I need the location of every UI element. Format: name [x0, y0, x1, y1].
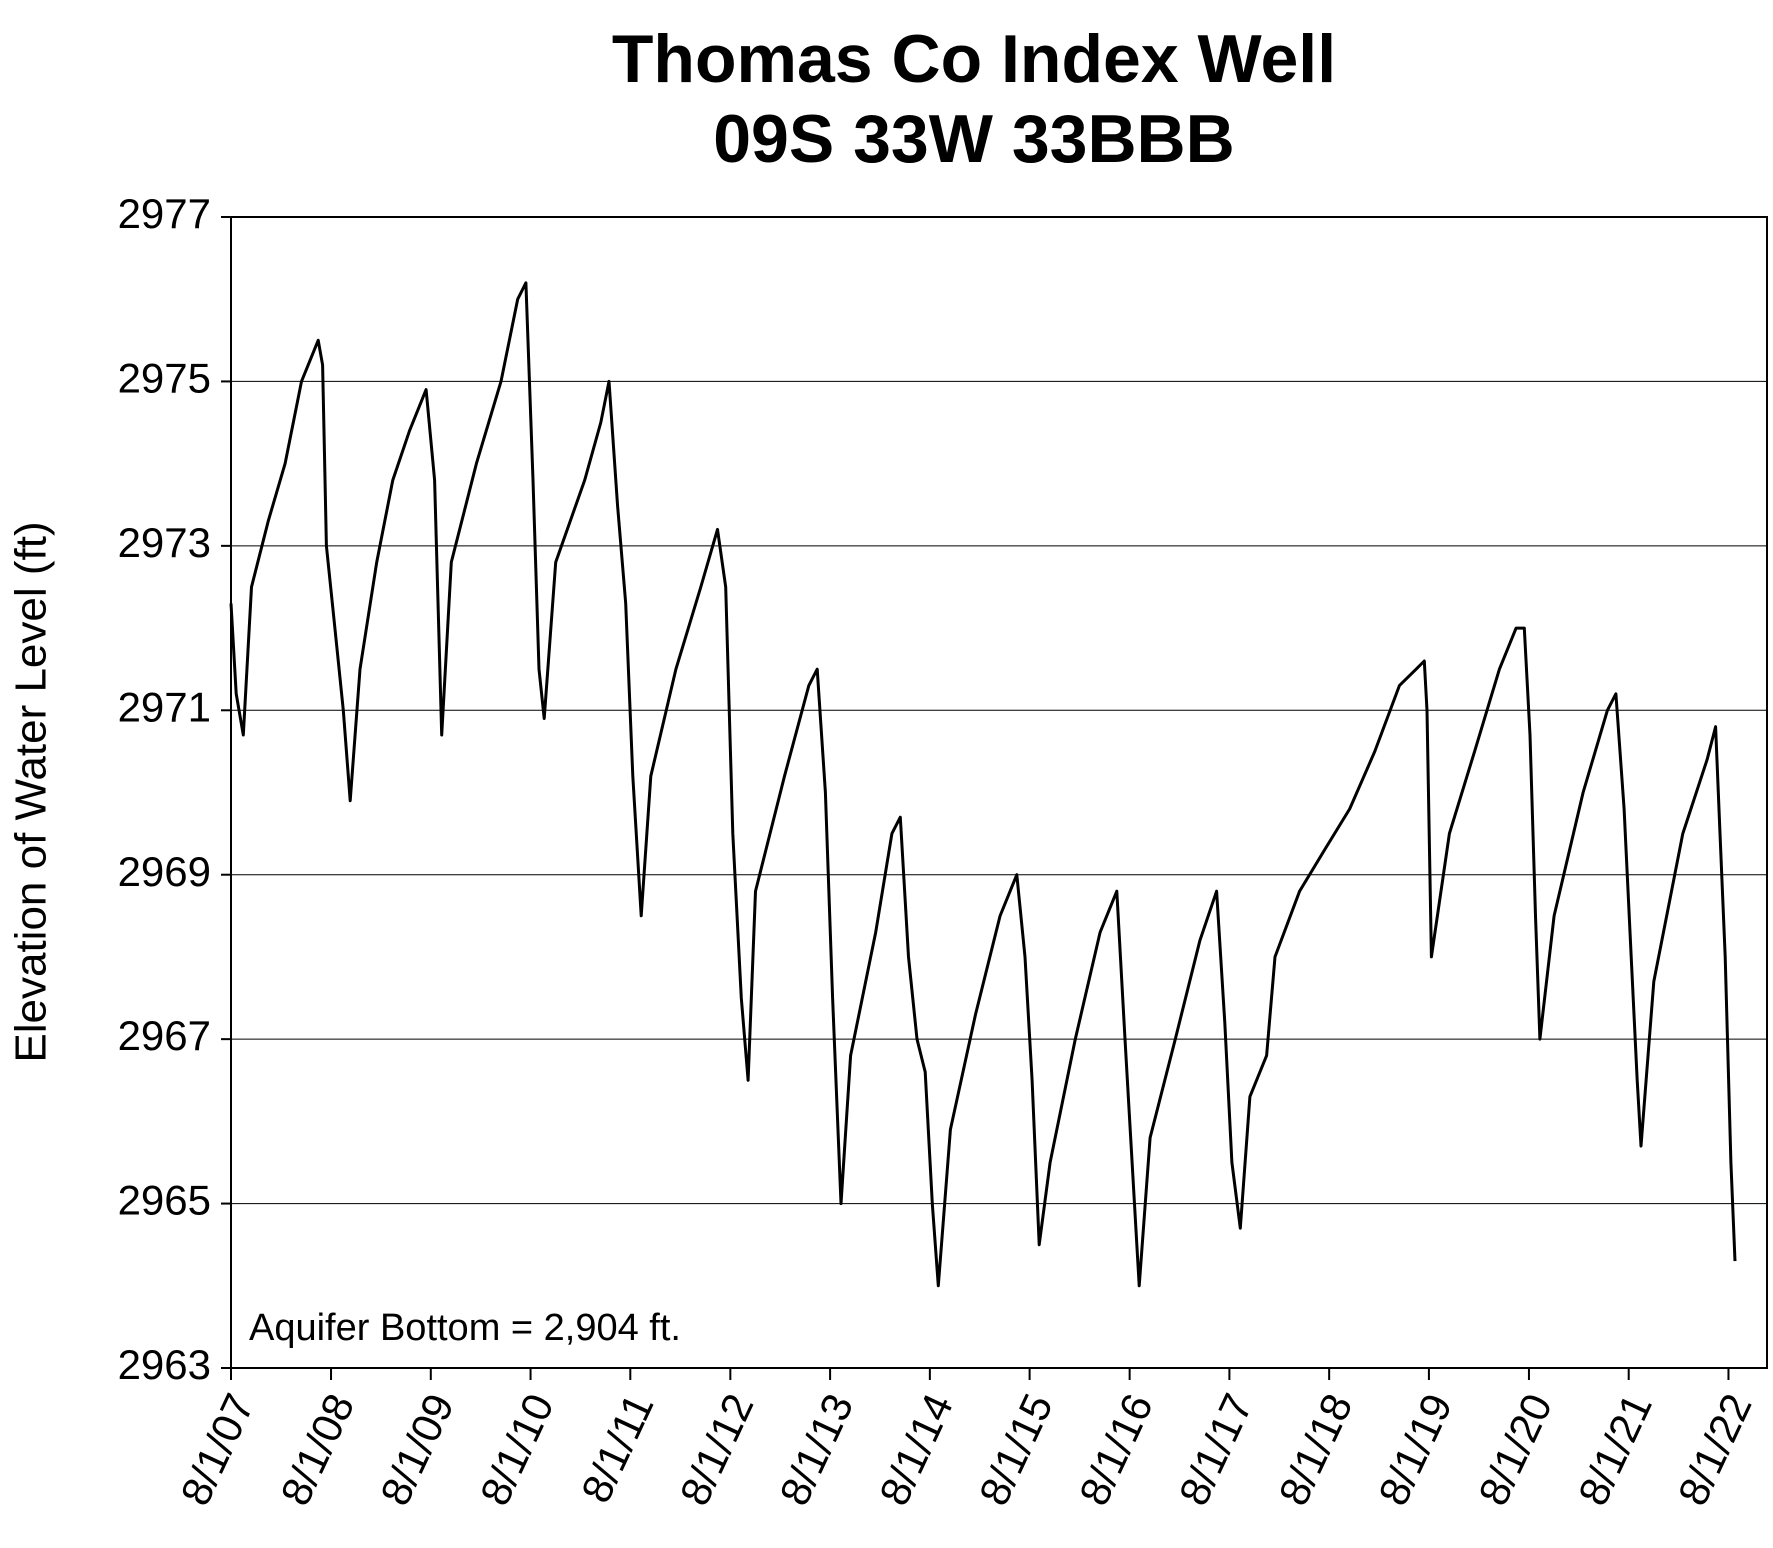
x-tick-label: 8/1/16	[1070, 1387, 1162, 1513]
x-tick-label: 8/1/19	[1369, 1387, 1461, 1513]
chart-subtitle: 09S 33W 33BBB	[713, 101, 1235, 177]
x-tick-label: 8/1/14	[870, 1387, 962, 1513]
x-tick-label: 8/1/13	[770, 1387, 862, 1513]
annotation: Aquifer Bottom = 2,904 ft.	[249, 1307, 681, 1349]
y-axis-label: Elevation of Water Level (ft)	[7, 521, 56, 1062]
water-level-line	[229, 281, 1737, 1288]
chart-title: Thomas Co Index Well	[612, 21, 1336, 97]
x-tick-label: 8/1/15	[970, 1387, 1062, 1513]
x-tick-label: 8/1/21	[1569, 1387, 1661, 1513]
x-tick-label: 8/1/20	[1469, 1387, 1561, 1513]
x-tick-label: 8/1/10	[471, 1387, 563, 1513]
plot-frame	[230, 216, 1768, 1369]
y-tick-label: 2969	[118, 848, 211, 895]
y-tick-label: 2965	[118, 1177, 211, 1224]
x-tick-label: 8/1/12	[671, 1387, 763, 1513]
y-tick-label: 2963	[118, 1341, 211, 1388]
y-tick-label: 2973	[118, 519, 211, 566]
y-tick-label: 2975	[118, 355, 211, 402]
y-tick-label: 2967	[118, 1012, 211, 1059]
x-tick-label: 8/1/17	[1170, 1387, 1262, 1513]
x-tick-label: 8/1/08	[271, 1387, 363, 1513]
x-tick-label: 8/1/18	[1269, 1387, 1361, 1513]
y-tick-label: 2971	[118, 683, 211, 730]
x-tick-label: 8/1/22	[1669, 1387, 1761, 1513]
x-tick-label: 8/1/11	[572, 1387, 663, 1510]
x-tick-label: 8/1/07	[171, 1387, 263, 1513]
x-tick-label: 8/1/09	[371, 1387, 463, 1513]
y-tick-label: 2977	[118, 190, 211, 237]
